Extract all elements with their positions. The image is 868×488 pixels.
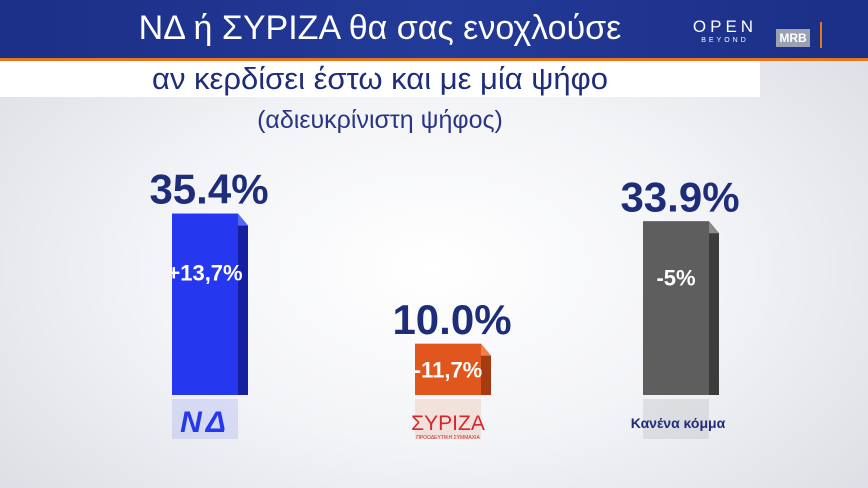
- channel-tagline: BEYOND: [701, 37, 749, 44]
- header-accent-line: [0, 58, 868, 61]
- nd-logo: ΝΔ: [180, 406, 230, 439]
- bar-1: [172, 213, 238, 395]
- value-label-3: 33.9%: [620, 173, 739, 220]
- chart-note: (αδιευκρίνιστη ψήφος): [257, 106, 503, 134]
- bar-side-3: [709, 221, 719, 395]
- bar-side-2: [481, 343, 491, 395]
- logo-divider: [820, 22, 822, 48]
- change-label-1: +13,7%: [167, 261, 242, 286]
- channel-logo: OPEN BEYOND: [690, 18, 760, 45]
- bar-reflection-3: [643, 399, 709, 439]
- value-label-1: 35.4%: [149, 166, 268, 213]
- bar-reflection-2: [415, 399, 481, 439]
- header-bar: [0, 0, 868, 58]
- bar-3: [643, 221, 709, 395]
- syriza-logo: ΣΥΡΙΖΑ: [411, 412, 485, 435]
- chart-title: ΝΔ ή ΣΥΡΙΖΑ θα σας ενοχλούσε: [138, 9, 622, 47]
- bars-group: 35.4% +13,7% 10.0% -11,7% 33.9% -5% ΝΔ ΣΥΡΙΖΑΠΡ…: [149, 166, 739, 441]
- change-label-2: -11,7%: [414, 357, 483, 382]
- value-label-2: 10.0%: [392, 296, 511, 343]
- channel-name: OPEN: [692, 17, 758, 36]
- bar-side-1: [238, 213, 248, 395]
- change-label-3: -5%: [656, 266, 695, 291]
- syriza-logo-subtext: ΠΡΟΟΔΕΥΤΙΚΗ ΣΥΜΜΑΧΙΑ: [416, 435, 480, 441]
- chart-subtitle: αν κερδίσει έστω και με μία ψήφο: [0, 61, 760, 97]
- pollster-logo: MRB: [776, 29, 810, 47]
- bar-reflection-1: [172, 399, 238, 439]
- bar-2: [415, 343, 481, 395]
- category-label-3: Κανένα κόμμα: [631, 415, 726, 431]
